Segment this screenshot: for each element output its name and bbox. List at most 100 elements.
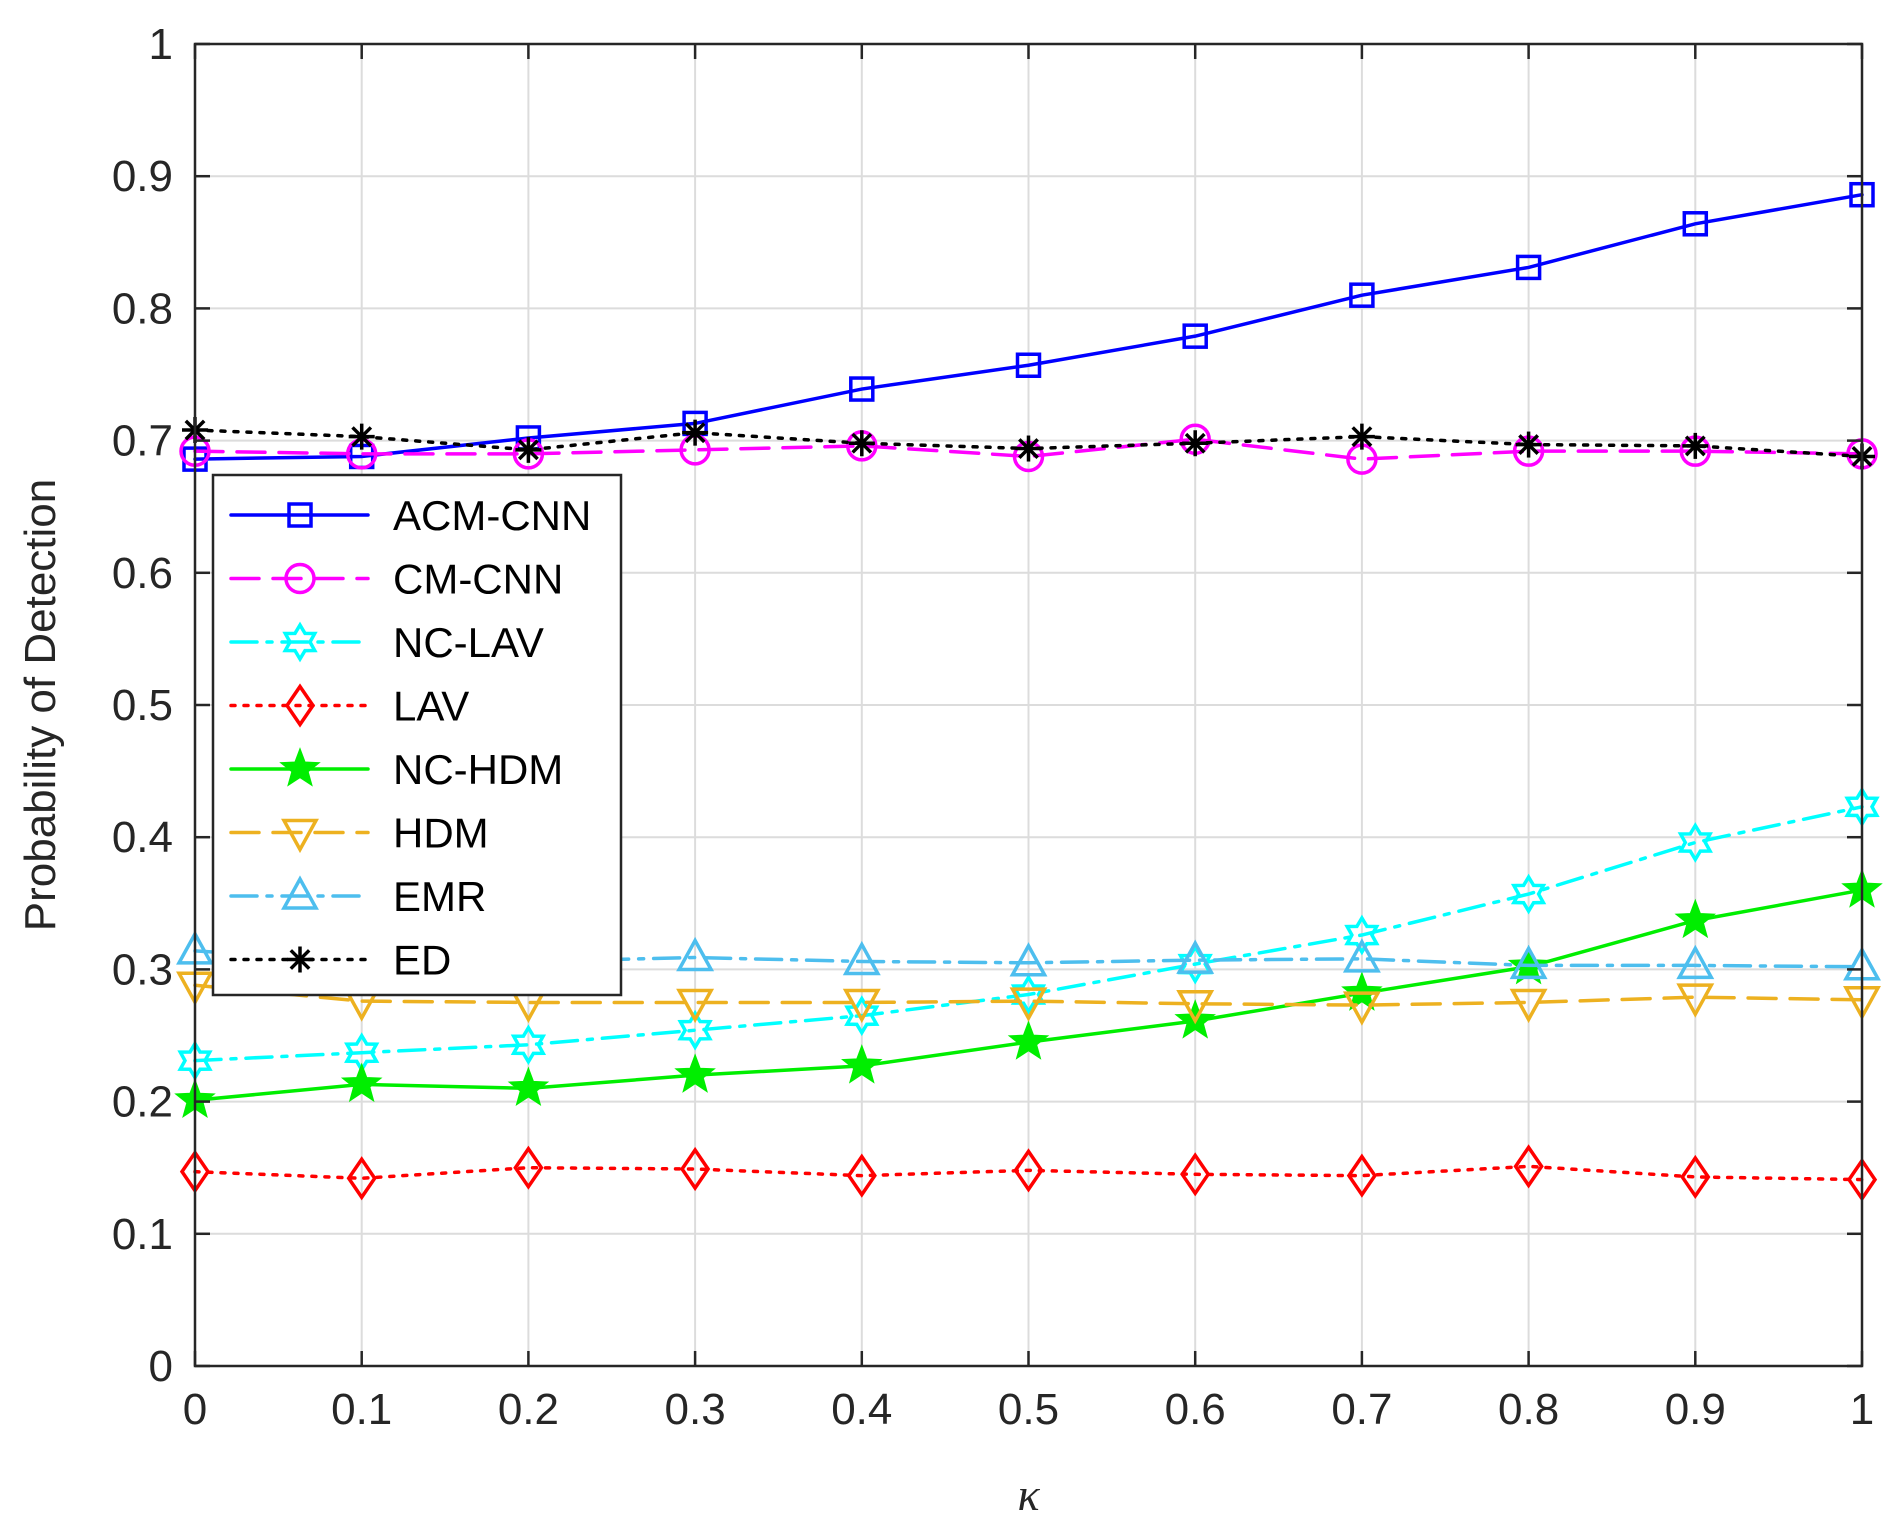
x-tick-label: 0.2 xyxy=(498,1385,559,1434)
data-point-ed xyxy=(1515,431,1542,458)
data-point-nc-hdm xyxy=(507,1066,550,1107)
legend-marker-cm-cnn xyxy=(284,562,316,595)
data-point-nc-lav xyxy=(1677,822,1713,863)
legend-entry-nc-lav: NC-LAV xyxy=(229,619,544,666)
y-tick-label: 0.8 xyxy=(112,284,173,333)
legend-label-emr: EMR xyxy=(393,873,486,920)
y-tick-label: 0.2 xyxy=(112,1078,173,1127)
data-point-nc-lav xyxy=(510,1024,547,1066)
data-point-hdm xyxy=(676,988,715,1024)
x-tick-label: 1 xyxy=(1850,1385,1874,1434)
legend-entry-acm-cnn: ACM-CNN xyxy=(229,492,591,539)
y-tick-label: 0.1 xyxy=(112,1210,173,1259)
series-lav xyxy=(179,1144,1878,1202)
data-point-acm-cnn xyxy=(1182,323,1208,349)
legend-entry-emr: EMR xyxy=(229,873,486,920)
x-tick-label: 0.6 xyxy=(1165,1385,1226,1434)
data-point-nc-lav xyxy=(1344,914,1380,956)
series-line-acm-cnn xyxy=(193,192,1864,461)
data-point-lav xyxy=(1180,1152,1211,1197)
legend-box xyxy=(211,473,623,997)
y-axis-label: Probability of Detection xyxy=(16,479,65,931)
y-tick-label: 0.6 xyxy=(112,549,173,598)
data-point-emr xyxy=(842,940,881,976)
legend-label-nc-lav: NC-LAV xyxy=(393,619,544,666)
data-point-hdm xyxy=(1342,991,1381,1026)
data-point-emr xyxy=(676,936,715,972)
legend-marker-hdm xyxy=(281,818,319,854)
data-point-lav xyxy=(346,1156,377,1201)
y-tick-label: 0.9 xyxy=(112,152,173,201)
y-tick-label: 1 xyxy=(149,20,173,69)
data-point-lav xyxy=(513,1145,544,1190)
legend-entry-hdm: HDM xyxy=(229,810,489,857)
x-tick-label: 0.7 xyxy=(1331,1385,1392,1434)
data-point-nc-lav xyxy=(844,995,880,1037)
data-point-emr xyxy=(1676,944,1715,980)
data-point-lav xyxy=(1013,1148,1044,1193)
x-tick-label: 0.4 xyxy=(831,1385,892,1434)
legend-marker-lav xyxy=(284,683,316,728)
data-point-nc-hdm xyxy=(841,1044,883,1084)
legend-marker-nc-lav xyxy=(282,621,318,663)
data-point-acm-cnn xyxy=(1349,282,1375,308)
data-point-ed xyxy=(1182,430,1209,457)
data-point-hdm xyxy=(1009,987,1048,1022)
series-line-nc-lav xyxy=(193,805,1864,1063)
legend: ACM-CNN CM-CNN NC-LAV LAV NC-HDM HDM EMR ED xyxy=(211,473,623,997)
legend-marker-acm-cnn xyxy=(287,502,313,528)
legend-label-lav: LAV xyxy=(393,683,469,730)
data-point-ed xyxy=(515,436,542,463)
data-point-nc-lav xyxy=(1010,974,1047,1015)
y-tick-label: 0 xyxy=(149,1342,173,1391)
data-point-ed xyxy=(1348,423,1375,450)
data-point-nc-hdm xyxy=(674,1053,716,1093)
data-point-hdm xyxy=(1676,983,1715,1018)
data-point-nc-hdm xyxy=(340,1062,383,1103)
x-tick-label: 0.5 xyxy=(998,1385,1059,1434)
data-point-lav xyxy=(1346,1153,1378,1198)
data-point-acm-cnn xyxy=(1015,352,1042,378)
data-point-acm-cnn xyxy=(1682,211,1709,237)
x-tick-label: 0.8 xyxy=(1498,1385,1559,1434)
series-acm-cnn xyxy=(182,181,1875,472)
series-cm-cnn xyxy=(179,423,1878,475)
legend-entry-lav: LAV xyxy=(229,683,469,730)
data-point-ed xyxy=(1682,432,1709,459)
x-tick-label: 0.1 xyxy=(331,1385,392,1434)
data-point-ed xyxy=(348,423,375,450)
data-point-ed xyxy=(848,430,875,457)
series-line-cm-cnn xyxy=(193,437,1864,461)
legend-label-ed: ED xyxy=(393,937,451,984)
data-point-emr xyxy=(1009,942,1048,977)
legend-label-nc-hdm: NC-HDM xyxy=(393,746,563,793)
legend-label-hdm: HDM xyxy=(393,810,489,857)
data-point-nc-lav xyxy=(1177,943,1213,985)
legend-label-cm-cnn: CM-CNN xyxy=(393,556,563,603)
y-tick-label: 0.4 xyxy=(112,813,173,862)
data-point-lav xyxy=(1513,1144,1544,1189)
y-tick-label: 0.3 xyxy=(112,945,173,994)
legend-label-acm-cnn: ACM-CNN xyxy=(393,492,591,539)
series-layer xyxy=(174,181,1883,1202)
data-point-lav xyxy=(1680,1154,1711,1200)
legend-entry-cm-cnn: CM-CNN xyxy=(229,556,563,603)
x-axis-label: κ xyxy=(1017,1469,1040,1520)
data-point-ed xyxy=(682,419,709,446)
data-point-hdm xyxy=(1509,988,1548,1024)
data-point-ed xyxy=(1015,435,1042,462)
legend-entry-ed: ED xyxy=(229,937,451,984)
legend-marker-ed xyxy=(287,946,313,973)
data-point-nc-hdm xyxy=(1007,1020,1050,1060)
data-point-nc-hdm xyxy=(1674,898,1717,939)
legend-marker-emr xyxy=(281,875,319,910)
ticks: 0 0.1 0.2 0.3 0.4 0.5 0.6 0.7 0.8 0.9 1 0 0.1 0.2 0.3 0… xyxy=(112,20,1874,1434)
data-point-hdm xyxy=(1176,990,1215,1025)
legend-entry-nc-hdm: NC-HDM xyxy=(229,746,563,793)
y-tick-label: 0.5 xyxy=(112,681,173,730)
data-point-hdm xyxy=(842,988,881,1024)
data-point-emr xyxy=(1509,944,1548,980)
data-point-nc-lav xyxy=(677,1009,713,1051)
series-line-lav xyxy=(193,1164,1864,1182)
